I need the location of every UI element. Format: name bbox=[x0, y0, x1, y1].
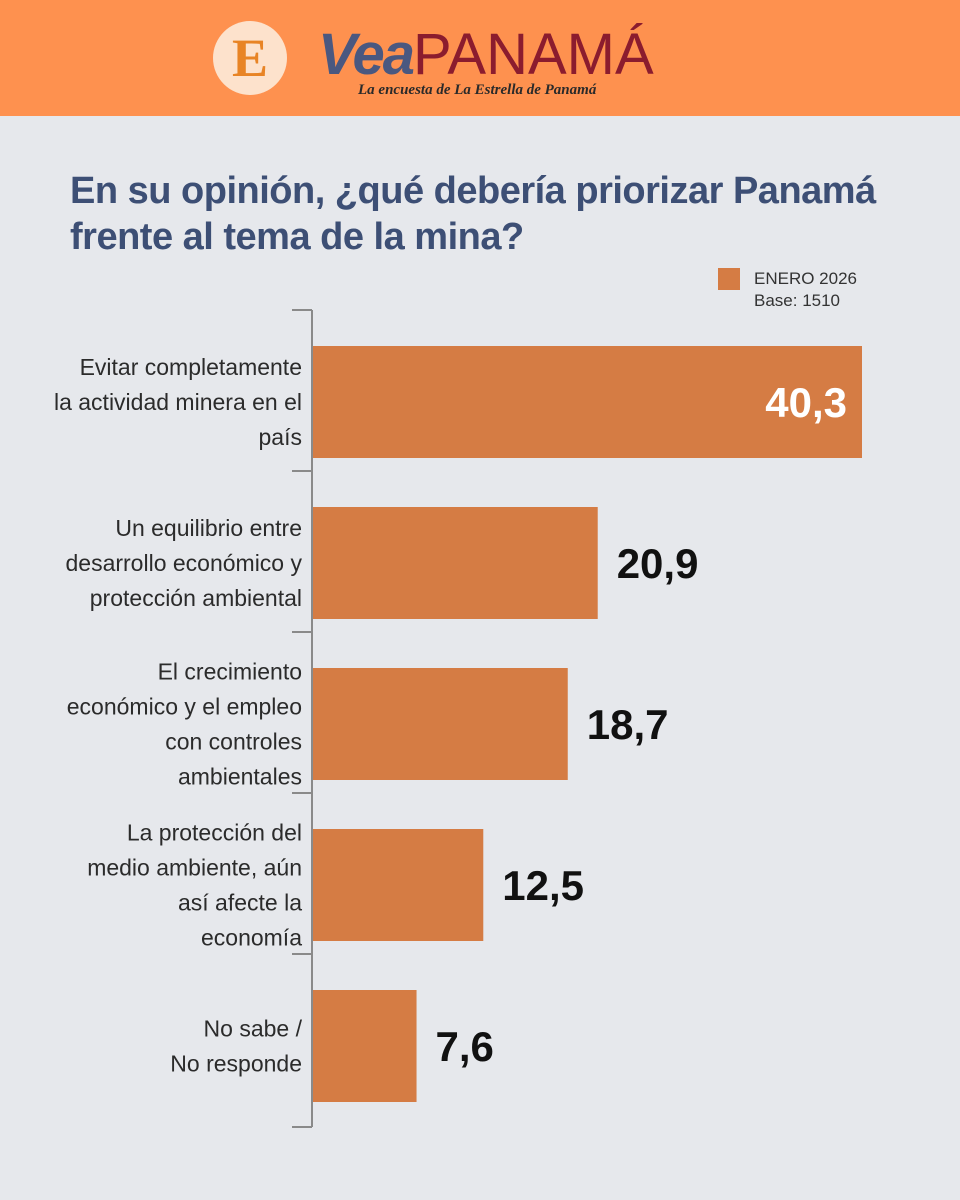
category-label-line: protección ambiental bbox=[90, 585, 302, 611]
category-label-line: No sabe / bbox=[204, 1016, 303, 1042]
category-label-line: Evitar completamente bbox=[80, 354, 302, 380]
category-label: No sabe / No responde bbox=[170, 1016, 302, 1077]
estrella-logo: E bbox=[213, 21, 287, 95]
bar bbox=[313, 829, 484, 941]
vea-panama-logo: Vea PANAMÁ bbox=[318, 24, 654, 86]
chart-title: En su opinión, ¿qué debería priorizar Pa… bbox=[70, 170, 876, 258]
category-label-line: país bbox=[259, 424, 302, 450]
bar bbox=[313, 668, 568, 780]
category-label: El crecimiento económico y el empleo con c… bbox=[67, 659, 302, 790]
category-label-line: La protección del bbox=[127, 820, 302, 846]
bar bbox=[313, 507, 598, 619]
bar-value-label: 7,6 bbox=[436, 1023, 494, 1070]
category-label-line: así afecte la bbox=[178, 890, 302, 916]
bar-chart: 40,3 Evitar completamente la actividad min… bbox=[54, 309, 862, 1128]
bar-value-label: 12,5 bbox=[502, 862, 584, 909]
category-label-line: medio ambiente, aún bbox=[87, 855, 302, 881]
category-label-line: ambientales bbox=[178, 764, 302, 790]
category-label-line: con controles bbox=[165, 729, 302, 755]
logo-letter: E bbox=[231, 28, 269, 88]
category-label: Un equilibrio entre desarrollo económico … bbox=[65, 515, 302, 611]
bar bbox=[313, 346, 862, 458]
category-label: Evitar completamente la actividad minera … bbox=[54, 354, 302, 450]
bar-value-label: 20,9 bbox=[617, 540, 699, 587]
category-label-line: El crecimiento bbox=[158, 659, 302, 685]
legend-base-note: Base: 1510 bbox=[754, 291, 841, 310]
header-banner: E Vea PANAMÁ La encuesta de La Estrella d… bbox=[0, 0, 960, 116]
category-label-line: No responde bbox=[170, 1051, 302, 1077]
category-label-line: económico y el empleo bbox=[67, 694, 302, 720]
legend-swatch bbox=[718, 268, 740, 290]
bar bbox=[313, 990, 417, 1102]
tagline: La encuesta de La Estrella de Panamá bbox=[358, 82, 597, 98]
brand-panama: PANAMÁ bbox=[413, 22, 654, 87]
category-label-line: la actividad minera en el bbox=[54, 389, 302, 415]
category-label: La protección del medio ambiente, aún así … bbox=[87, 820, 302, 951]
brand-vea: Vea bbox=[318, 22, 415, 87]
category-label-line: Un equilibrio entre bbox=[115, 515, 302, 541]
legend-series-name: ENERO 2026 bbox=[754, 269, 857, 288]
category-label-line: economía bbox=[201, 925, 302, 951]
bar-value-label: 18,7 bbox=[587, 701, 669, 748]
category-label-line: desarrollo económico y bbox=[65, 550, 302, 576]
bar-value-label: 40,3 bbox=[765, 379, 847, 426]
